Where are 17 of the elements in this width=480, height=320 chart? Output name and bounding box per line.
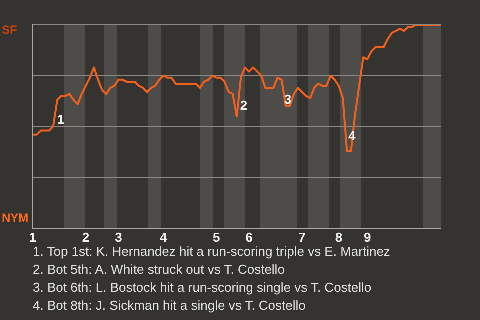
text: SF [2,23,18,37]
x-tick-label: 8 [335,230,343,245]
x-tick-label: 7 [298,230,306,245]
x-tick-label: 3 [115,230,122,245]
x-tick-label: 4 [160,230,168,245]
x-tick-label: 6 [246,230,253,245]
annotation: 2 [240,98,248,113]
text: 3. Bot 6th: L. Bostock hit a run-scoring single vs T. Costello [33,279,373,297]
x-tick-label: 9 [364,230,372,245]
x-tick-label: 1 [29,230,37,245]
annotation: 1 [58,112,65,128]
text: NYM [2,211,29,226]
text: 4. Bot 8th: J. Sickman hit a single vs T. Costello [33,297,307,315]
x-tick-label: 5 [212,230,220,245]
text: 2. Bot 5th: A. White struck out vs T. Costello [33,261,286,279]
text: 1. Top 1st: K. Hernandez hit a run-scoring triple vs E. Martinez [33,243,390,261]
x-tick-label: 2 [82,230,90,245]
